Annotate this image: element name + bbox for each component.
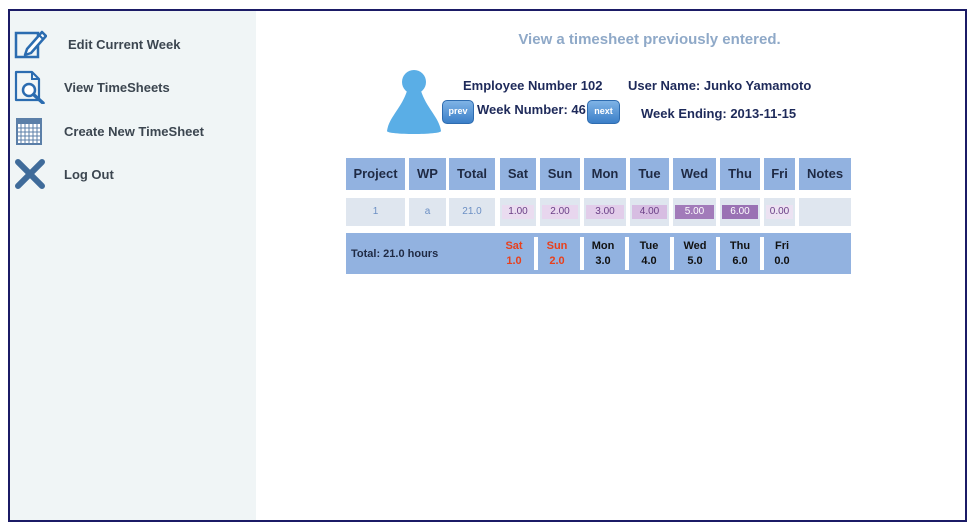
calendar-icon xyxy=(16,118,42,145)
col-header-wp: WP xyxy=(409,158,446,190)
cell-total: 21.0 xyxy=(462,206,482,217)
nav-view-timesheets[interactable]: View TimeSheets xyxy=(10,70,200,106)
col-header-total: Total xyxy=(449,158,495,190)
total-day-name: Thu xyxy=(729,240,751,252)
cell-fri[interactable]: 0.00 xyxy=(766,205,793,219)
nav-label: View TimeSheets xyxy=(64,80,170,95)
total-hours-label: Total: 21.0 hours xyxy=(351,248,439,260)
cell-wed[interactable]: 5.00 xyxy=(675,205,714,219)
week-number: Week Number: 46 xyxy=(477,102,586,117)
nav-edit-current-week[interactable]: Edit Current Week xyxy=(10,27,200,63)
total-separator xyxy=(760,237,764,270)
nav-label: Edit Current Week xyxy=(68,37,181,52)
table-cell-bg xyxy=(409,198,446,226)
total-separator xyxy=(716,237,720,270)
col-header-sat: Sat xyxy=(500,158,536,190)
total-tue: Tue 4.0 xyxy=(631,239,667,269)
nav-log-out[interactable]: Log Out xyxy=(10,157,160,193)
col-header-wed: Wed xyxy=(673,158,716,190)
total-day-name: Mon xyxy=(591,240,615,252)
col-header-fri: Fri xyxy=(764,158,795,190)
col-header-mon: Mon xyxy=(584,158,626,190)
total-day-name: Sun xyxy=(546,240,568,252)
total-day-name: Tue xyxy=(639,240,659,252)
user-avatar-icon xyxy=(387,70,441,134)
main-content: View a timesheet previously entered. Emp… xyxy=(256,11,967,520)
total-separator xyxy=(534,237,538,270)
total-day-name: Fri xyxy=(774,240,790,252)
total-day-value: 2.0 xyxy=(549,255,565,267)
cell-wp: a xyxy=(424,206,431,217)
nav-create-new-timesheet[interactable]: Create New TimeSheet xyxy=(10,114,210,150)
sidebar: Edit Current Week View TimeSheets xyxy=(10,11,256,520)
total-day-value: 0.0 xyxy=(774,255,790,267)
total-day-value: 4.0 xyxy=(641,255,657,267)
table-row xyxy=(346,198,405,226)
total-separator xyxy=(625,237,629,270)
col-header-sun: Sun xyxy=(540,158,580,190)
cell-project: 1 xyxy=(372,206,379,217)
next-week-button[interactable]: next xyxy=(587,100,620,124)
cell-mon[interactable]: 3.00 xyxy=(586,205,624,219)
total-separator xyxy=(580,237,584,270)
nav-label: Create New TimeSheet xyxy=(64,124,204,139)
cell-sun[interactable]: 2.00 xyxy=(542,205,578,219)
total-sat: Sat 1.0 xyxy=(496,239,532,269)
total-day-value: 5.0 xyxy=(687,255,703,267)
prev-week-button[interactable]: prev xyxy=(442,100,474,124)
table-cell-notes[interactable] xyxy=(799,198,851,226)
user-name: User Name: Junko Yamamoto xyxy=(628,78,812,93)
close-icon xyxy=(15,159,45,189)
total-wed: Wed 5.0 xyxy=(677,239,713,269)
totals-bar: Total: 21.0 hours Sat 1.0 Sun 2.0 Mon 3.… xyxy=(346,233,851,274)
nav-label: Log Out xyxy=(64,167,114,182)
cell-thu[interactable]: 6.00 xyxy=(722,205,758,219)
total-separator xyxy=(670,237,674,270)
employee-number: Employee Number 102 xyxy=(463,78,603,93)
cell-sat[interactable]: 1.00 xyxy=(502,205,534,219)
total-day-name: Wed xyxy=(683,240,707,252)
col-header-thu: Thu xyxy=(720,158,760,190)
search-document-icon xyxy=(14,70,45,104)
col-header-notes: Notes xyxy=(799,158,851,190)
total-day-name: Sat xyxy=(505,240,523,252)
total-mon: Mon 3.0 xyxy=(585,239,621,269)
table-cell-bg xyxy=(449,198,495,226)
edit-icon xyxy=(14,30,47,59)
total-day-value: 3.0 xyxy=(595,255,611,267)
page-title: View a timesheet previously entered. xyxy=(518,31,781,48)
total-thu: Thu 6.0 xyxy=(722,239,758,269)
total-day-value: 6.0 xyxy=(732,255,748,267)
total-fri: Fri 0.0 xyxy=(764,239,800,269)
col-header-project: Project xyxy=(346,158,405,190)
col-header-tue: Tue xyxy=(630,158,669,190)
week-ending: Week Ending: 2013-11-15 xyxy=(641,106,797,121)
app-frame: Edit Current Week View TimeSheets xyxy=(8,9,967,522)
cell-tue[interactable]: 4.00 xyxy=(632,205,667,219)
total-sun: Sun 2.0 xyxy=(539,239,575,269)
total-day-value: 1.0 xyxy=(506,255,522,267)
